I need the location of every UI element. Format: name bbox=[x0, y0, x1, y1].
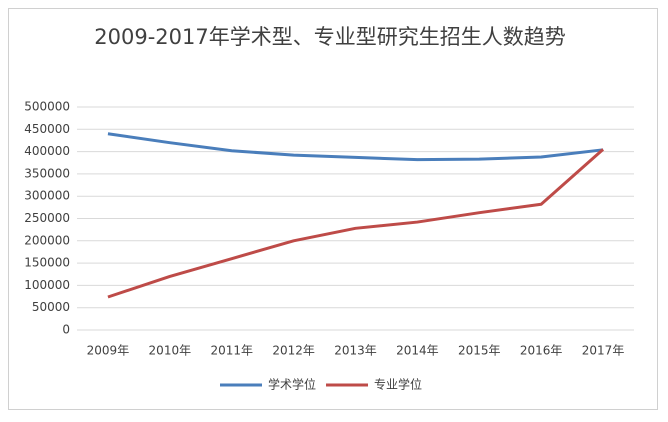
y-tick-label: 300000 bbox=[24, 189, 70, 203]
y-tick-label: 150000 bbox=[24, 256, 70, 270]
y-tick-label: 0 bbox=[62, 323, 70, 337]
y-tick-label: 500000 bbox=[24, 100, 70, 114]
x-tick-label: 2017年 bbox=[582, 344, 625, 358]
y-tick-label: 50000 bbox=[32, 300, 70, 314]
x-tick-label: 2011年 bbox=[210, 344, 253, 358]
x-tick-label: 2014年 bbox=[396, 344, 439, 358]
x-tick-label: 2013年 bbox=[334, 344, 377, 358]
chart-frame bbox=[8, 8, 658, 410]
y-tick-label: 100000 bbox=[24, 278, 70, 292]
x-tick-label: 2012年 bbox=[272, 344, 315, 358]
x-tick-label: 2016年 bbox=[520, 344, 563, 358]
y-tick-label: 350000 bbox=[24, 166, 70, 180]
series-line bbox=[107, 148, 605, 299]
x-tick-label: 2010年 bbox=[149, 344, 192, 358]
chart-title: 2009-2017年学术型、专业型研究生招生人数趋势 bbox=[94, 25, 566, 49]
x-tick-label: 2015年 bbox=[458, 344, 501, 358]
series-line bbox=[107, 132, 604, 162]
y-tick-label: 450000 bbox=[24, 122, 70, 136]
legend-label: 专业学位 bbox=[374, 377, 422, 392]
legend-label: 学术学位 bbox=[268, 377, 316, 392]
x-tick-label: 2009年 bbox=[87, 344, 130, 358]
y-tick-label: 200000 bbox=[24, 233, 70, 247]
y-tick-label: 400000 bbox=[24, 144, 70, 158]
y-tick-label: 250000 bbox=[24, 211, 70, 225]
